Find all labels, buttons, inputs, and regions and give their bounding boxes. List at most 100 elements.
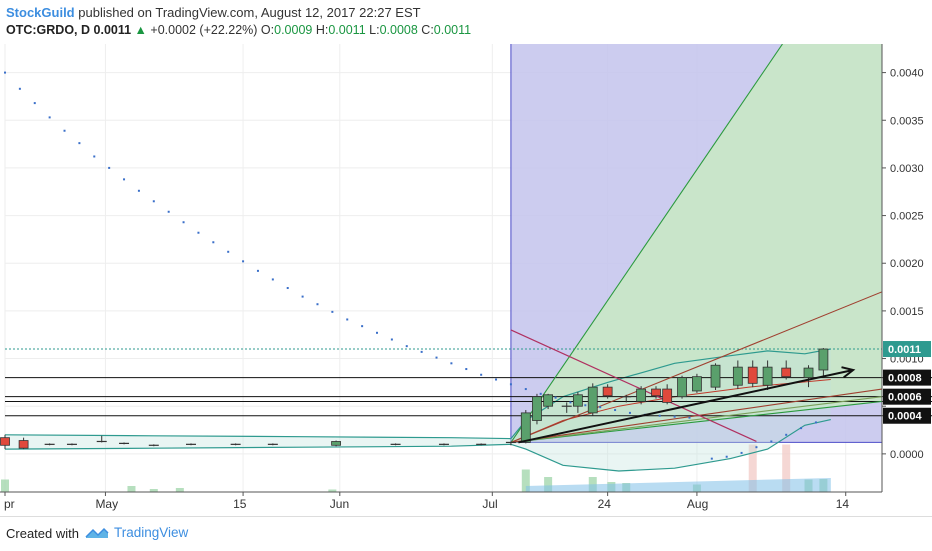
sar-dot (271, 278, 274, 281)
candle-body (587, 386, 598, 414)
sar-dot (182, 221, 185, 224)
sar-dot (390, 338, 393, 341)
price-chart[interactable]: 0.00000.00100.00150.00200.00250.00300.00… (0, 0, 932, 516)
volume-bar (1, 479, 9, 492)
volume-bar (782, 444, 791, 492)
open-value: 0.0009 (274, 23, 313, 37)
sar-dot (524, 388, 527, 391)
candle-body (651, 388, 661, 397)
sar-dot (725, 455, 728, 458)
bollinger-bands (4, 348, 831, 472)
sar-dot (755, 446, 758, 449)
y-tick-label: 0.0015 (890, 306, 924, 318)
fan-line (510, 388, 882, 443)
candle-body (331, 441, 341, 446)
sar-dot (123, 178, 126, 181)
y-tick-label: 0.0035 (890, 115, 924, 127)
footer: Created with TradingView (0, 516, 932, 551)
sar-dot (658, 414, 661, 417)
price-label-bg (883, 407, 931, 424)
price-label: 0.0004 (888, 411, 923, 423)
tradingview-logo-icon[interactable] (84, 525, 110, 541)
sar-dot (710, 457, 713, 460)
bollinger-fill (5, 349, 831, 471)
trend-arrow[interactable] (518, 366, 856, 444)
sar-dot (628, 411, 631, 414)
candle-body (532, 396, 542, 421)
sar-dot (814, 421, 817, 424)
published-text: published on TradingView.com, August 12,… (78, 5, 421, 20)
x-tick-label: 14 (836, 497, 850, 511)
sar-dot (376, 331, 378, 334)
sar-dot (301, 295, 304, 298)
fib-fan-fill (510, 44, 882, 443)
candle-body (781, 367, 792, 378)
volume-bar (544, 477, 553, 492)
x-tick-label: Jun (330, 497, 349, 511)
trend-arrow-head (841, 366, 856, 379)
sar-dot (450, 362, 453, 365)
high-label: H: (315, 23, 329, 37)
sar-dot (509, 383, 512, 386)
sar-dot (599, 406, 602, 409)
horizontal-levels[interactable] (5, 348, 932, 417)
price-label: 0.0006 (888, 392, 922, 404)
close-label: C: (421, 23, 434, 37)
sar-dot (435, 356, 438, 359)
x-tick-label: pr (4, 497, 15, 511)
symbol-label: OTC:GRDO, D (6, 23, 91, 37)
sar-dot (554, 396, 557, 399)
candle-body (662, 388, 673, 403)
trend-arrow-line (518, 369, 854, 444)
sar-dot (346, 318, 349, 321)
sar-dot (405, 345, 408, 348)
sar-dot (63, 129, 66, 132)
candle-body (818, 348, 829, 371)
fan-line (510, 396, 882, 443)
up-arrow-icon: ▲ (134, 23, 147, 37)
close-value: 0.0011 (433, 23, 472, 37)
y-tick-label: 0.0025 (890, 211, 924, 223)
candlesticks[interactable] (0, 348, 829, 450)
sar-dot (800, 427, 803, 430)
volume-bar (149, 489, 158, 492)
price-label-bg (883, 369, 931, 386)
sar-dot (137, 189, 140, 192)
volume-bar (175, 488, 184, 492)
candle-body (636, 388, 647, 402)
y-tick-label: 0.0000 (890, 449, 924, 461)
x-tick-label: 15 (233, 497, 247, 511)
candle-body (803, 367, 814, 379)
candle-body (602, 386, 613, 397)
sar-dot (740, 451, 743, 454)
fan-line (510, 44, 783, 443)
open-label: O: (260, 23, 275, 37)
change-value: +0.0002 (+22.22%) (150, 23, 258, 37)
sar-dot (93, 155, 96, 158)
low-label: L: (369, 23, 380, 37)
sar-dot (256, 269, 259, 272)
candle-body (543, 394, 554, 407)
candle-body (677, 377, 687, 398)
price-label-bg (883, 341, 931, 358)
tradingview-link[interactable]: TradingView (114, 525, 189, 540)
x-tick-label: May (95, 497, 118, 511)
volume-bar (748, 444, 757, 492)
sar-dot (331, 310, 334, 313)
price-labels: 0.0011 0.0008 0.0006 0.0004 (883, 341, 931, 424)
price-label: 0.0011 (888, 344, 921, 356)
sar-dot (242, 260, 245, 263)
price-label: 0.0008 (888, 373, 922, 385)
x-tick-label: 24 (598, 497, 612, 511)
candle-body (18, 440, 29, 449)
sar-dot (48, 116, 51, 119)
last-price: 0.0011 (93, 23, 132, 37)
candle-body (572, 394, 583, 407)
bollinger-lower (4, 419, 831, 472)
y-tick-label: 0.0040 (890, 68, 924, 80)
fan-line (510, 400, 882, 443)
volume-bar (127, 486, 136, 492)
diagonal-line (510, 329, 757, 443)
volume-bar (328, 489, 337, 492)
author-name[interactable]: StockGuild (6, 5, 75, 20)
